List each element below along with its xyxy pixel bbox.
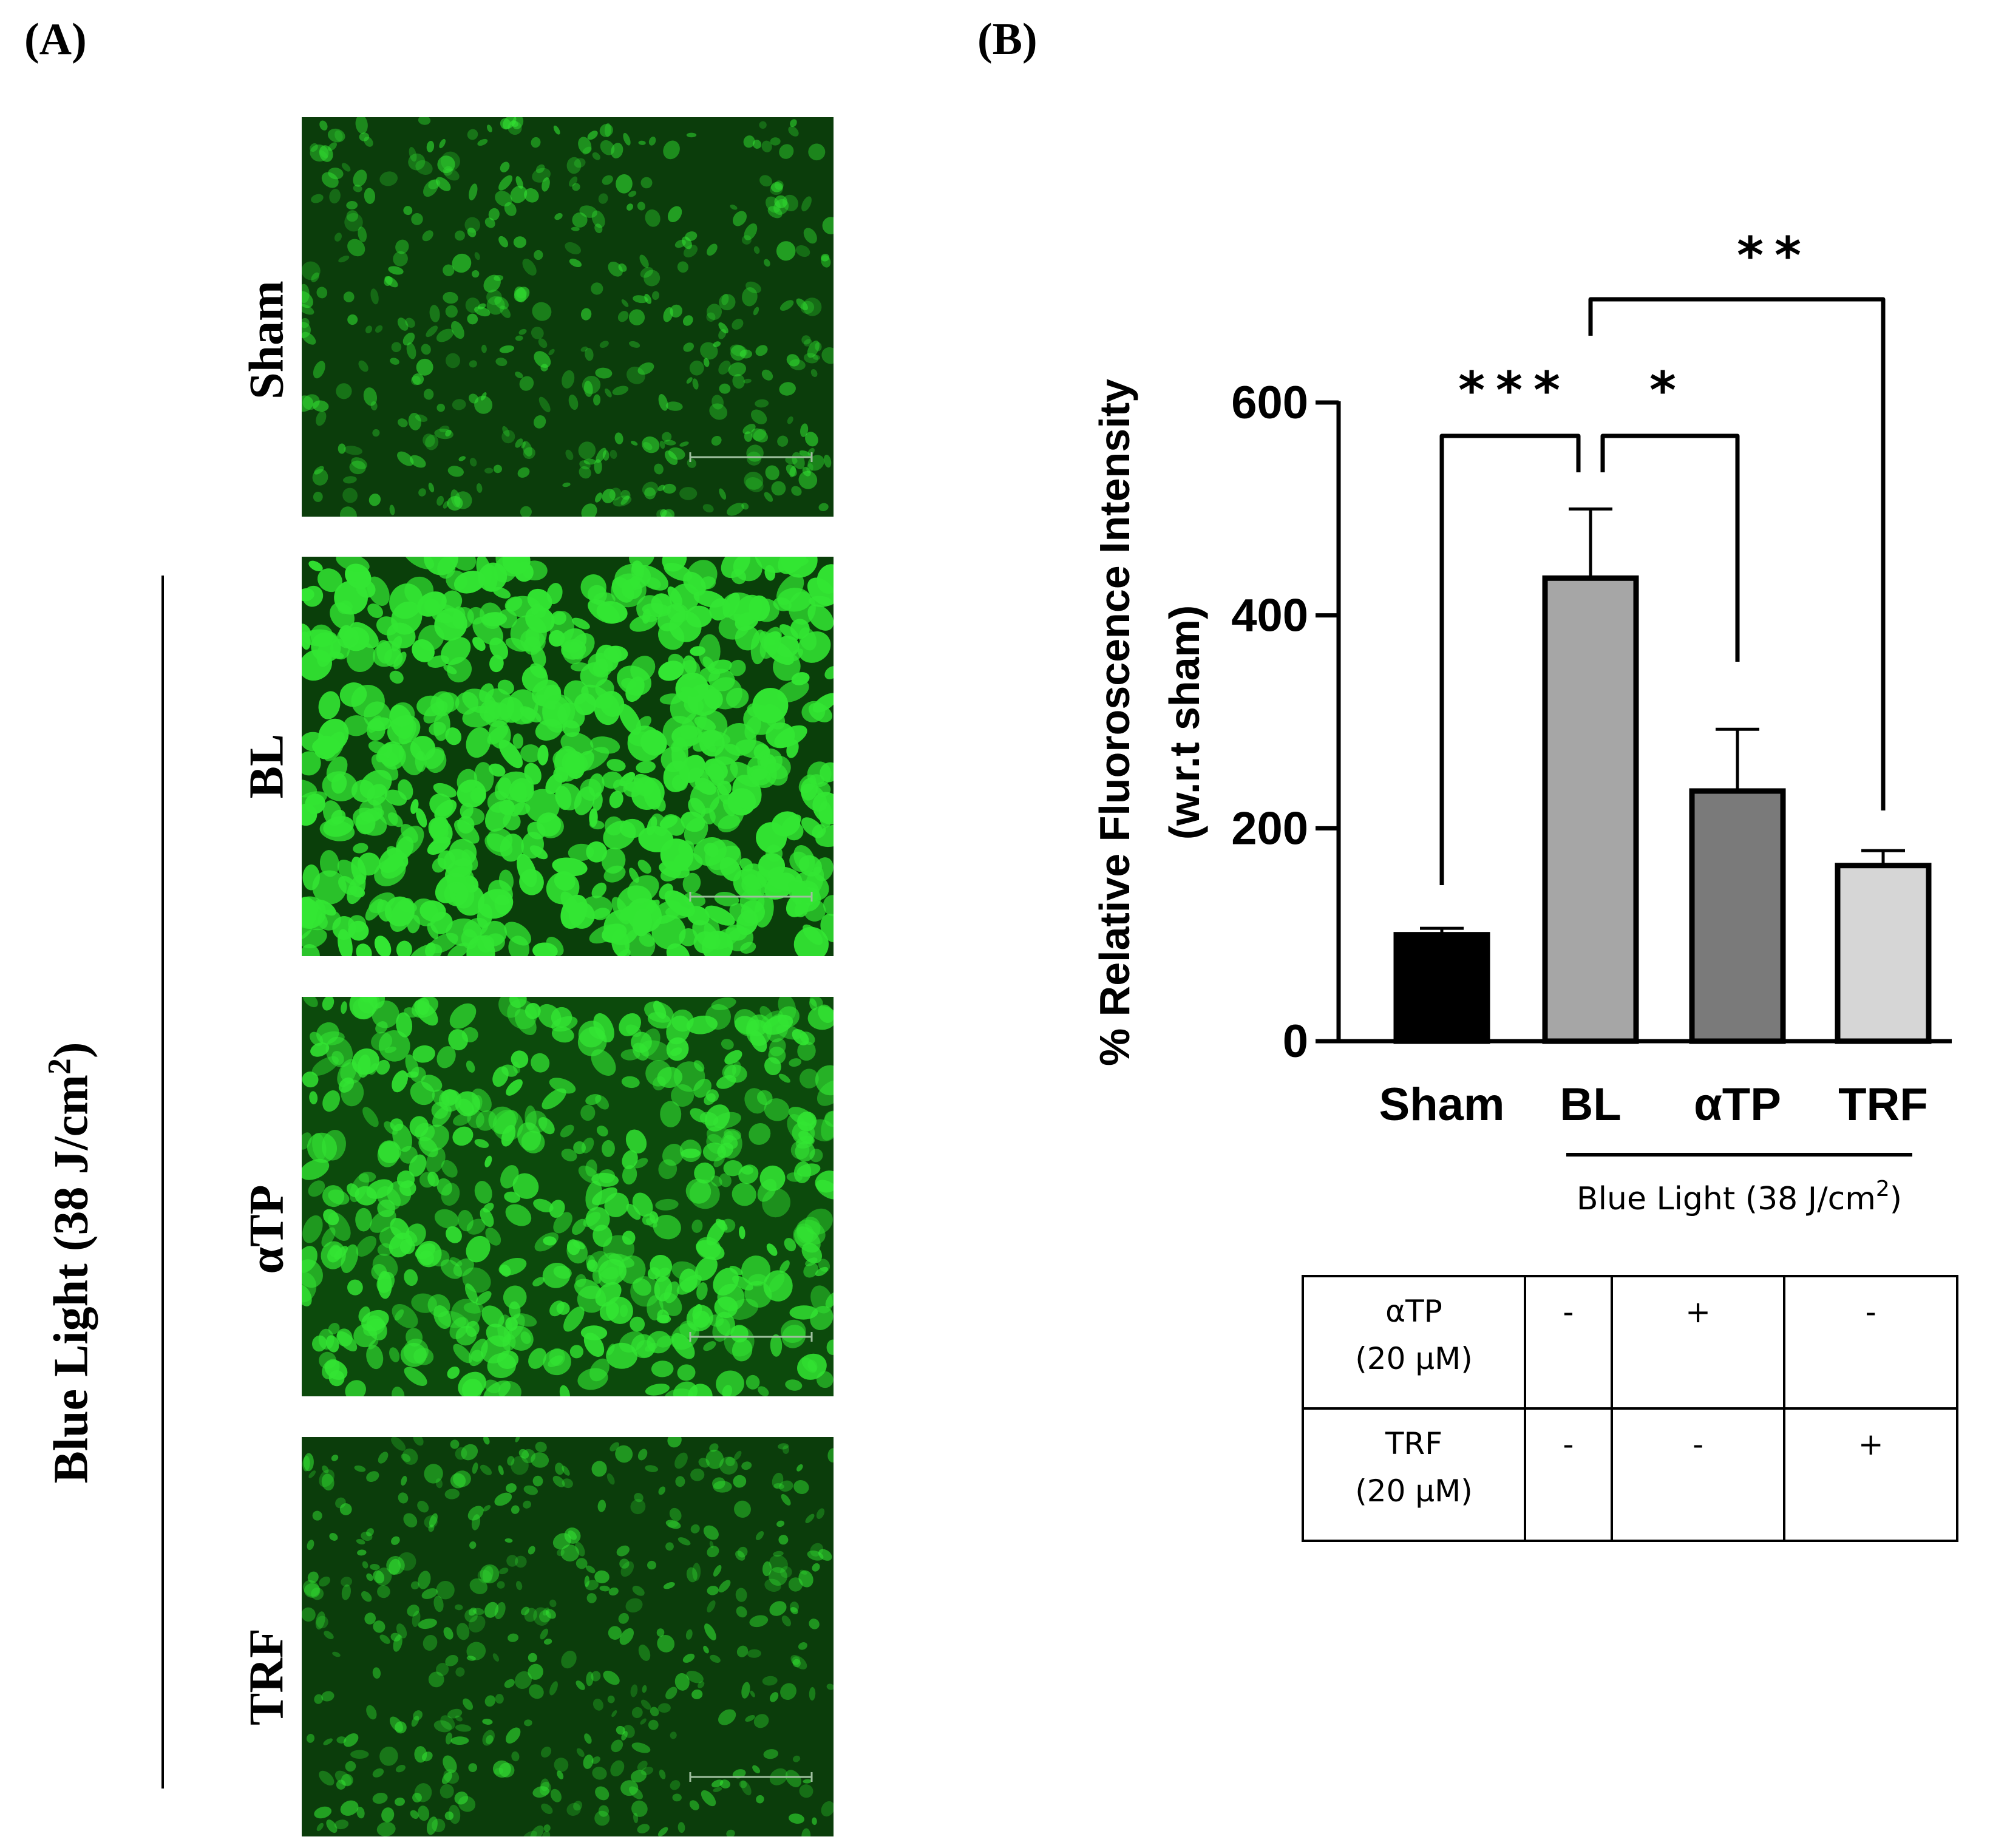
significance-label: *** bbox=[1458, 361, 1571, 420]
table-cell: - bbox=[1524, 1407, 1613, 1542]
treatment-table: αTP (20 μM) - + - TRF (20 μM) - - + bbox=[1302, 1275, 1958, 1542]
group-bracket-line bbox=[161, 576, 164, 1789]
bar-3 bbox=[1835, 863, 1932, 1044]
x-tick-label: BL bbox=[1560, 1079, 1621, 1130]
significance-bracket bbox=[1439, 433, 1581, 885]
group-label-blue-light-b: Blue Light (38 J/cm2) bbox=[1577, 1177, 1902, 1217]
table-cell: - bbox=[1524, 1275, 1613, 1410]
x-tick-label: TRF bbox=[1838, 1079, 1928, 1130]
significance-label: ** bbox=[1737, 226, 1812, 285]
bar-1 bbox=[1542, 575, 1639, 1044]
micrograph-trf bbox=[302, 1437, 834, 1836]
significance-bracket bbox=[1600, 433, 1740, 662]
significance-bracket bbox=[1588, 297, 1886, 810]
panel-b-label: (B) bbox=[977, 15, 1037, 64]
y-tick-label: 400 bbox=[1231, 590, 1308, 642]
error-bar bbox=[1716, 727, 1759, 791]
micrograph-atp bbox=[302, 997, 834, 1396]
table-row: αTP (20 μM) - + - bbox=[1302, 1275, 1958, 1410]
error-bar bbox=[1569, 507, 1612, 579]
y-tick-label: 600 bbox=[1231, 377, 1308, 429]
bar-2 bbox=[1689, 788, 1786, 1044]
table-row: TRF (20 μM) - - + bbox=[1302, 1407, 1958, 1542]
micrograph-sham bbox=[302, 117, 834, 517]
x-tick-label: Sham bbox=[1379, 1079, 1505, 1130]
table-cell: - bbox=[1783, 1275, 1958, 1410]
table-row-header: αTP (20 μM) bbox=[1302, 1275, 1526, 1410]
panel-a-label: (A) bbox=[24, 15, 87, 64]
y-axis-label-secondary: (w.r.t sham) bbox=[1161, 605, 1208, 840]
y-axis-label: % Relative Fluoroscence Intensity bbox=[1091, 379, 1138, 1066]
bar-0 bbox=[1393, 932, 1490, 1044]
y-tick-label: 0 bbox=[1283, 1016, 1308, 1067]
micrograph-bl bbox=[302, 557, 834, 956]
table-cell: + bbox=[1783, 1407, 1958, 1542]
x-tick-label: αTP bbox=[1694, 1079, 1781, 1130]
table-cell: + bbox=[1610, 1275, 1786, 1410]
significance-label: * bbox=[1649, 361, 1687, 420]
table-cell: - bbox=[1610, 1407, 1786, 1542]
y-tick-label: 200 bbox=[1231, 803, 1308, 854]
table-row-header: TRF (20 μM) bbox=[1302, 1407, 1526, 1542]
